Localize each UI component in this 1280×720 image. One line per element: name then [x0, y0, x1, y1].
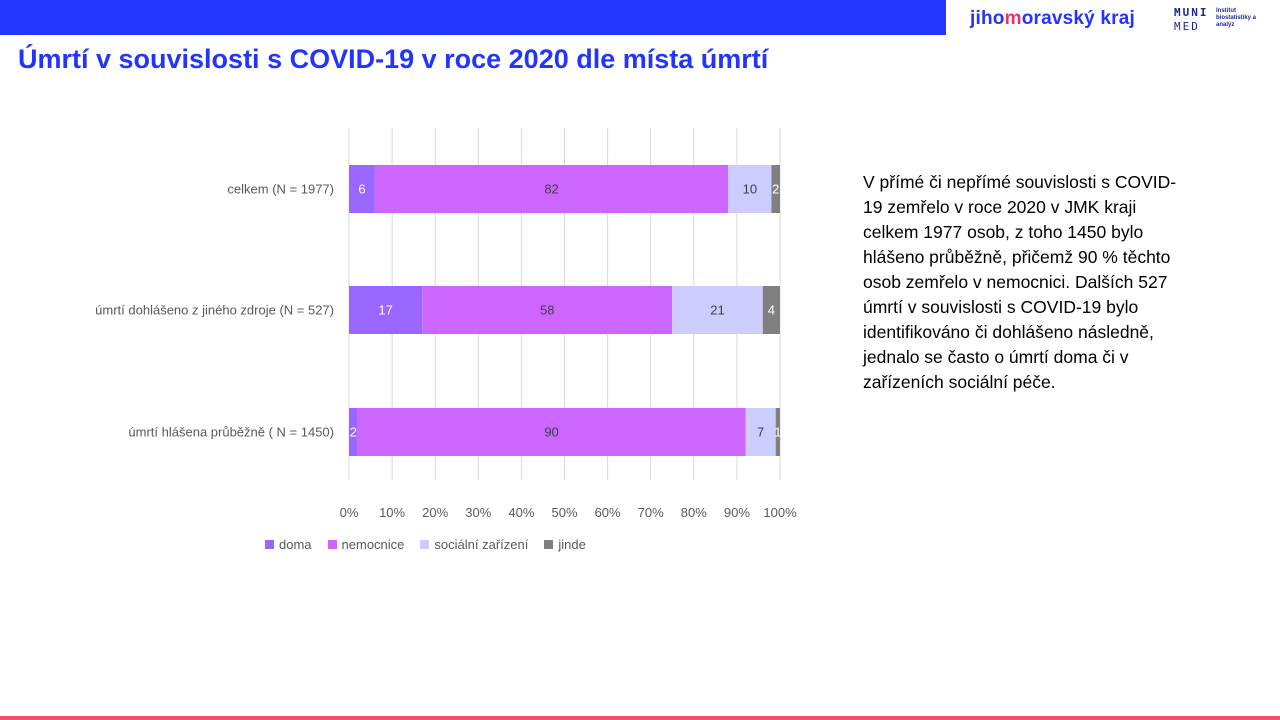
x-tick-label: 30%: [465, 505, 491, 520]
x-tick-label: 80%: [681, 505, 707, 520]
x-tick-label: 50%: [551, 505, 577, 520]
logo-jmk-accent: m: [1004, 8, 1022, 29]
data-label: 2: [772, 182, 779, 197]
legend-swatch: [265, 540, 274, 549]
x-tick-label: 90%: [724, 505, 750, 520]
logo-jmk-part2: oravský kraj: [1021, 8, 1136, 29]
legend-item: doma: [265, 537, 312, 552]
x-tick-label: 0%: [340, 505, 359, 520]
page-title: Úmrtí v souvislosti s COVID-19 v roce 20…: [18, 44, 769, 74]
legend-item: sociální zařízení: [420, 537, 528, 552]
logo-muni-line1: MUNI: [1174, 6, 1209, 19]
x-tick-label: 60%: [595, 505, 621, 520]
bar-segment: [349, 165, 375, 213]
description-text: V přímé či nepřímé souvislosti s COVID-1…: [863, 172, 1177, 392]
x-axis-ticks: 0% 10% 20% 30% 40% 50% 60% 70% 80% 90% 100%: [340, 505, 797, 520]
data-label: 58: [540, 303, 554, 318]
data-label: 82: [544, 182, 558, 197]
legend-swatch: [420, 540, 430, 549]
category-labels: celkem (N = 1977) úmrtí dohlášeno z jinéh…: [95, 182, 334, 440]
legend-swatch: [544, 540, 554, 549]
category-label: celkem (N = 1977): [227, 182, 334, 197]
legend-item: nemocnice: [327, 537, 405, 552]
logo-jmk-part1: jiho: [970, 8, 1005, 29]
x-tick-label: 100%: [763, 505, 797, 520]
bar-segment: [762, 286, 780, 334]
bar-segment: [374, 165, 729, 213]
bar-segment: [357, 408, 746, 456]
bar-segment: [728, 165, 772, 213]
logo-muni-line2: MED: [1174, 20, 1200, 33]
legend-label: doma: [279, 537, 312, 552]
data-label: 1: [774, 425, 781, 440]
chart-legend: doma nemocnice sociální zařízení jinde: [265, 537, 602, 552]
data-label: 90: [544, 425, 558, 440]
data-labels: 6 82 10 2 17 58 21 4 2 90 7 1: [350, 182, 782, 440]
data-label: 2: [350, 425, 357, 440]
category-label: úmrtí dohlášeno z jiného zdroje (N = 527…: [95, 303, 334, 318]
legend-label: nemocnice: [341, 537, 405, 552]
bar-segment: [745, 408, 776, 456]
category-label: úmrtí hlášena průběžně ( N = 1450): [128, 425, 334, 440]
bar-segment: [672, 286, 763, 334]
legend-label: sociální zařízení: [434, 537, 529, 552]
x-tick-label: 10%: [379, 505, 405, 520]
x-tick-label: 70%: [638, 505, 664, 520]
footer-line: [0, 716, 1280, 720]
bar-segment: [349, 286, 423, 334]
logo-muni-institute: Institut biostatistiky a analýz: [1216, 8, 1257, 28]
x-tick-label: 20%: [422, 505, 448, 520]
data-label: 17: [378, 303, 392, 318]
data-label: 4: [768, 303, 775, 318]
legend-swatch: [327, 540, 337, 549]
legend-label: jinde: [558, 537, 586, 552]
muni-med-logo: MUNI MED Institut biostatistiky a analýz: [1174, 6, 1274, 36]
data-label: 6: [358, 182, 365, 197]
bar-segment: [771, 165, 780, 213]
legend-item: jinde: [544, 537, 586, 552]
x-tick-label: 40%: [508, 505, 534, 520]
data-label: 21: [710, 303, 724, 318]
bar-segment: [422, 286, 673, 334]
jihomoravsky-kraj-logo: jihomoravský kraj: [970, 8, 1135, 30]
bar-segment: [775, 408, 780, 456]
data-label: 10: [743, 182, 757, 197]
data-label: 7: [757, 425, 764, 440]
header-band: [0, 0, 946, 35]
stacked-bar-chart: 6 82 10 2 17 58 21 4 2 90 7 1 celkem (N = 1977) úmrt…: [95, 128, 797, 520]
bars: [349, 165, 780, 456]
bar-segment: [349, 408, 358, 456]
